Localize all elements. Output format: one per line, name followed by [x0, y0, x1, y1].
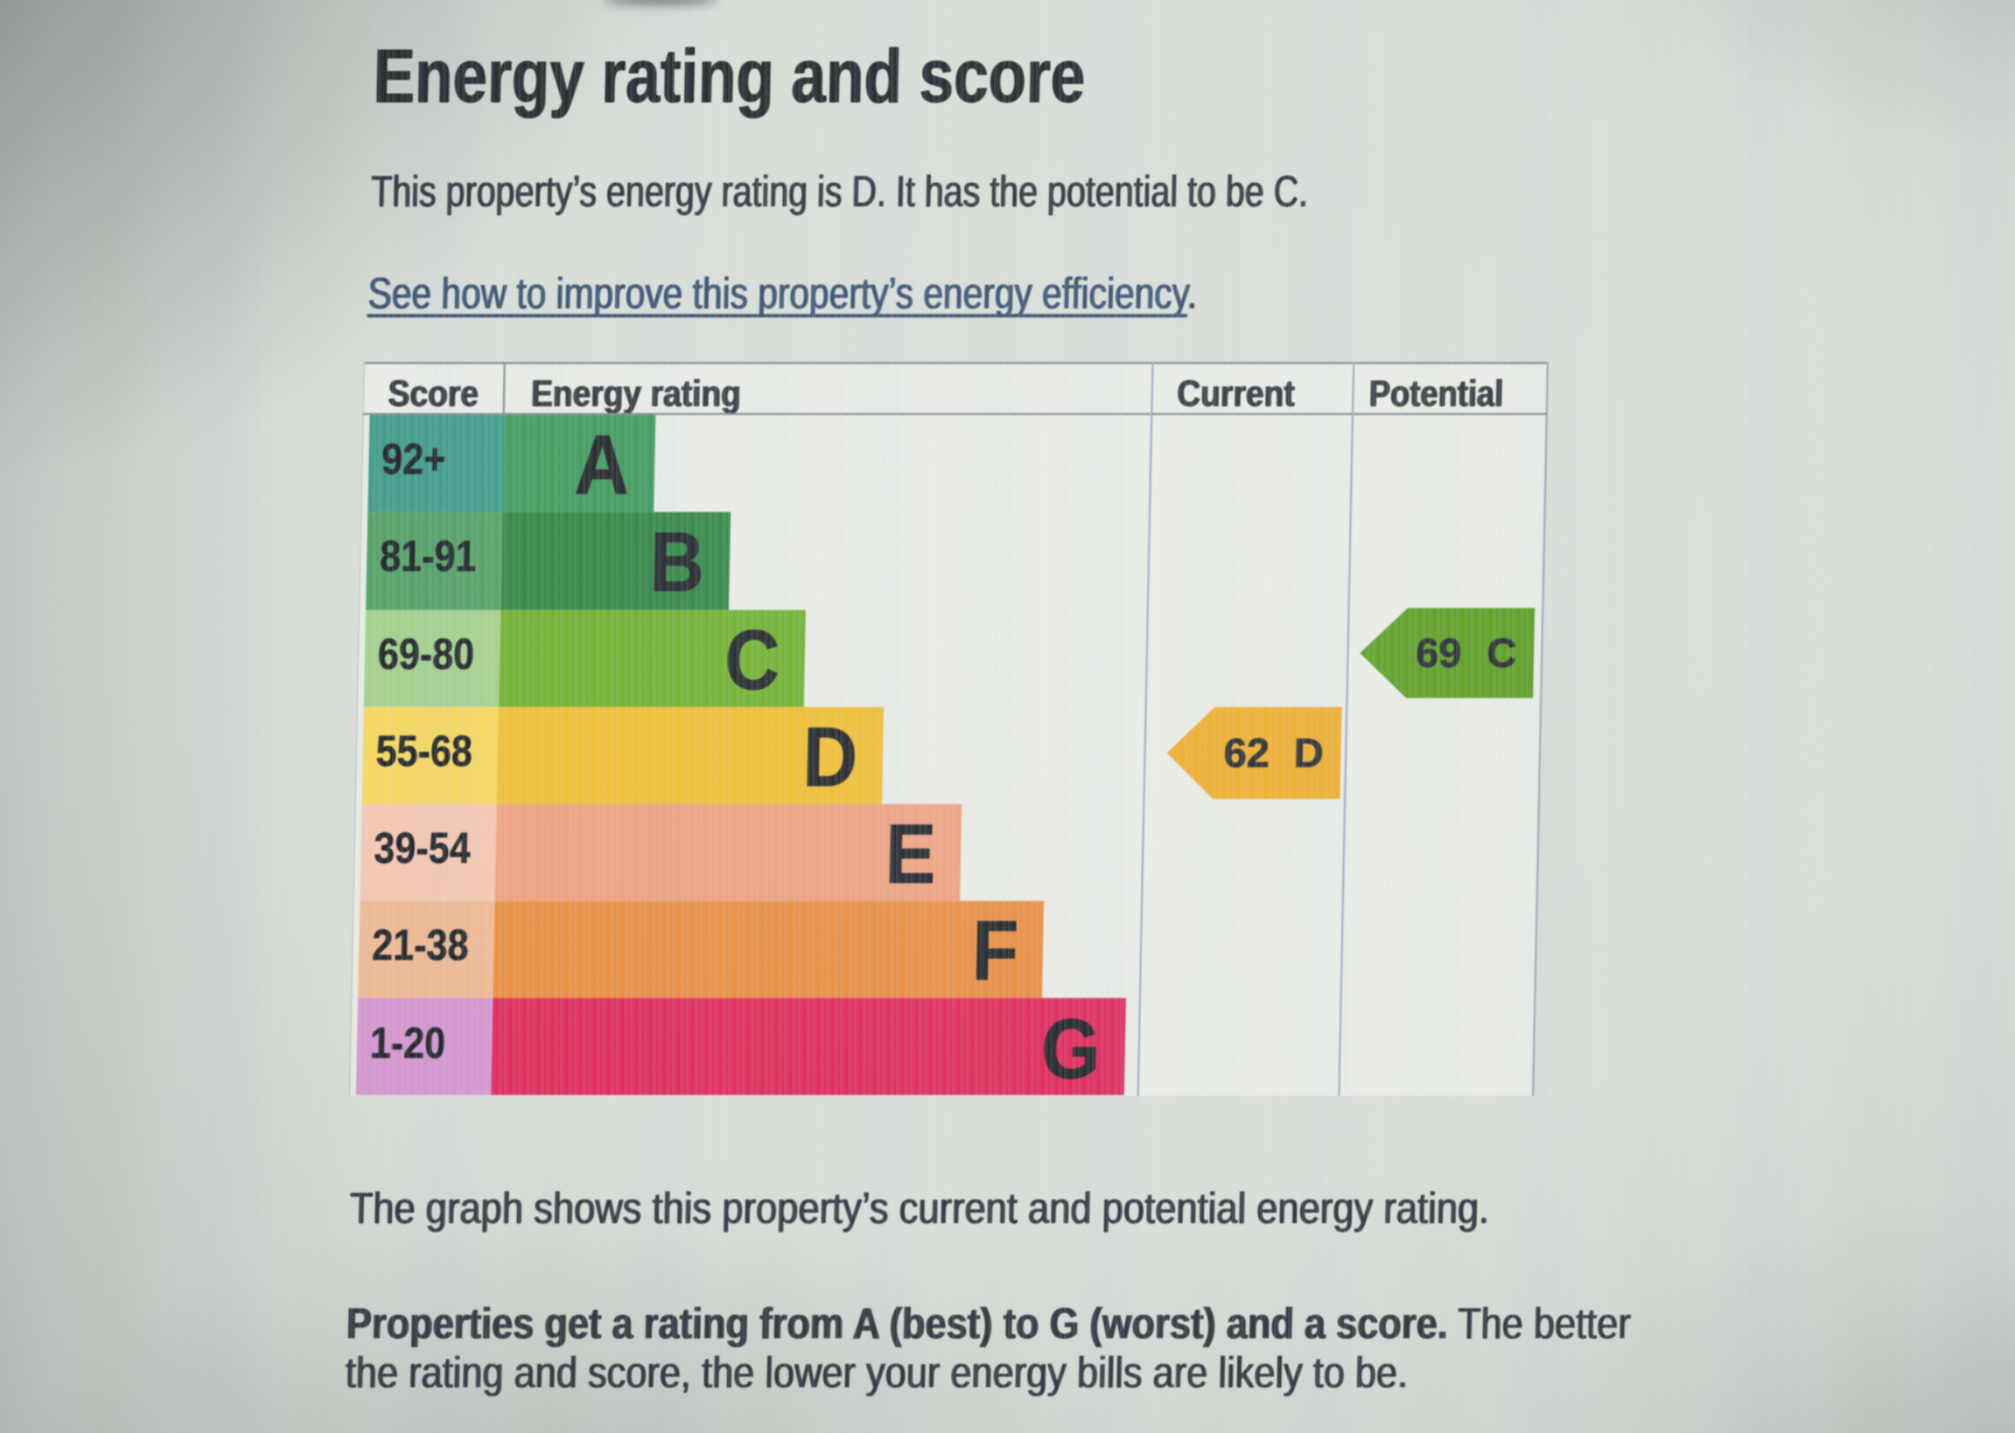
svg-text:C: C [1486, 630, 1517, 676]
svg-text:D: D [1293, 730, 1324, 776]
svg-text:69: 69 [1415, 630, 1462, 676]
svg-text:62: 62 [1223, 730, 1270, 776]
